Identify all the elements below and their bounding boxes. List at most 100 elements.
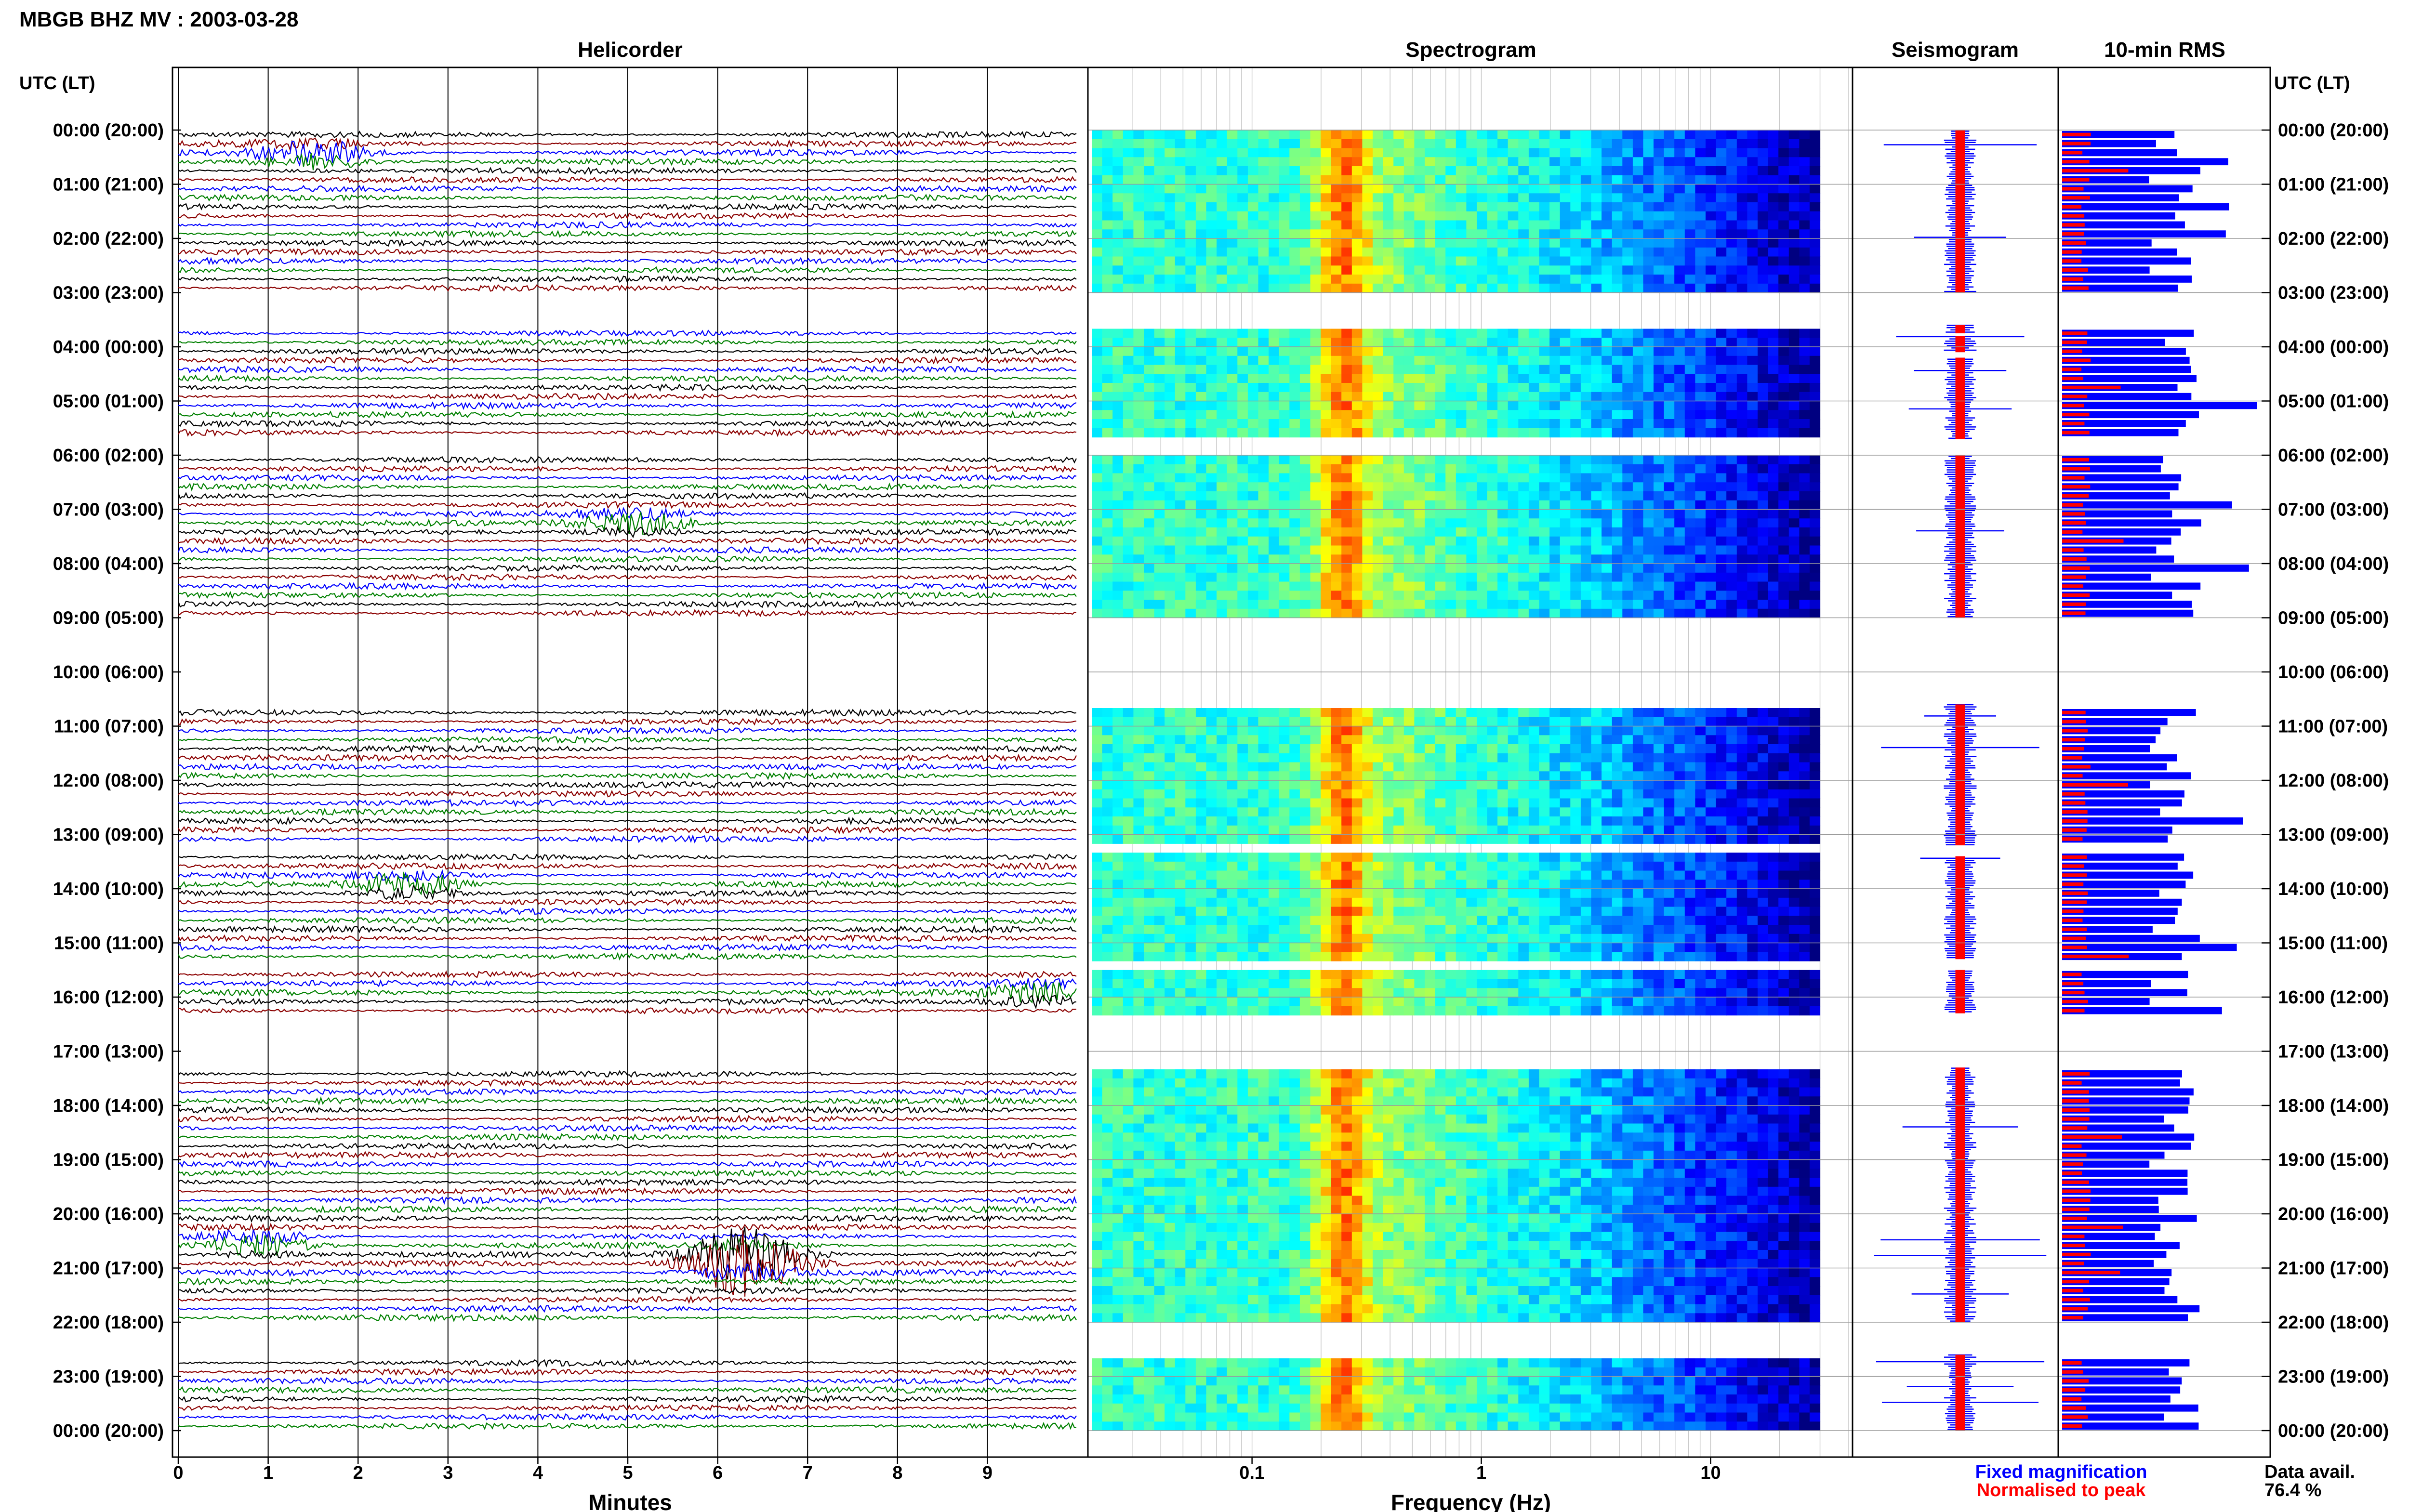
spectrogram-cell <box>1165 527 1176 537</box>
spectrogram-cell <box>1684 329 1695 338</box>
spectrogram-cell <box>1175 554 1186 564</box>
spectrogram-cell <box>1310 798 1321 808</box>
spectrogram-cell <box>1403 238 1415 248</box>
spectrogram-cell <box>1321 500 1332 510</box>
spectrogram-cell <box>1373 410 1384 420</box>
spectrogram-cell <box>1237 726 1248 736</box>
spectrogram-cell <box>1123 166 1134 176</box>
spectrogram-cell <box>1747 383 1758 393</box>
spectrogram-cell <box>1726 482 1737 492</box>
spectrogram-cell <box>1206 816 1217 826</box>
spectrogram-cell <box>1497 491 1509 501</box>
spectrogram-cell <box>1279 500 1290 510</box>
spectrogram-cell <box>1175 744 1186 754</box>
spectrogram-cell <box>1560 608 1571 618</box>
spectrogram-cell <box>1185 256 1196 266</box>
spectrogram-cell <box>1768 518 1779 528</box>
spectrogram-cell <box>1435 419 1446 429</box>
spectrogram-cell <box>1758 708 1769 718</box>
spectrogram-cell <box>1227 816 1238 826</box>
spectrogram-cell <box>1456 256 1467 266</box>
helicorder-trace <box>178 473 1077 482</box>
spectrogram-cell <box>1570 365 1581 374</box>
spectrogram-cell <box>1195 157 1207 167</box>
spectrogram-cell <box>1632 536 1644 546</box>
spectrogram-cell <box>1716 383 1727 393</box>
spectrogram-cell <box>1144 771 1155 781</box>
spectrogram-cell <box>1206 265 1217 275</box>
spectrogram-cell <box>1247 383 1259 393</box>
spectrogram-cell <box>1165 500 1176 510</box>
spectrogram-cell <box>1362 789 1373 799</box>
spectrogram-cell <box>1133 600 1144 609</box>
spectrogram-cell <box>1674 518 1685 528</box>
spectrogram-cell <box>1227 889 1238 898</box>
spectrogram-cell <box>1414 428 1425 438</box>
spectrogram-cell <box>1195 735 1207 745</box>
spectrogram-cell <box>1362 735 1373 745</box>
spectrogram-cell <box>1591 527 1602 537</box>
spectrogram-cell <box>1310 139 1321 149</box>
spectrogram-cell <box>1383 428 1394 438</box>
spectrogram-cell <box>1321 473 1332 483</box>
spectrogram-cell <box>1373 536 1384 546</box>
spectrogram-cell <box>1435 383 1446 393</box>
spectrogram-cell <box>1788 825 1800 835</box>
spectrogram-cell <box>1643 455 1654 465</box>
spectrogram-cell <box>1383 175 1394 185</box>
spectrogram-cell <box>1622 726 1633 736</box>
spectrogram-cell <box>1456 265 1467 275</box>
spectrogram-cell <box>1549 193 1561 203</box>
spectrogram-cell <box>1362 464 1373 474</box>
spectrogram-cell <box>1487 491 1498 501</box>
spectrogram-cell <box>1778 392 1789 402</box>
spectrogram-cell <box>1289 220 1300 230</box>
spectrogram-cell <box>1695 536 1706 546</box>
spectrogram-cell <box>1539 527 1550 537</box>
spectrogram-cell <box>1716 897 1727 907</box>
spectrogram-cell <box>1237 392 1248 402</box>
spectrogram-cell <box>1799 545 1810 555</box>
spectrogram-cell <box>1809 392 1821 402</box>
spectrogram-cell <box>1341 338 1352 347</box>
spectrogram-cell <box>1123 229 1134 239</box>
spectrogram-cell <box>1206 184 1217 194</box>
spectrogram-cell <box>1247 735 1259 745</box>
spectrogram-cell <box>1622 554 1633 564</box>
spectrogram-cell <box>1528 338 1540 347</box>
spectrogram-cell <box>1247 419 1259 429</box>
spectrogram-cell <box>1518 789 1529 799</box>
spectrogram-cell <box>1351 347 1363 356</box>
spectrogram-cell <box>1612 564 1623 573</box>
spectrogram-cell <box>1112 275 1124 284</box>
spectrogram-cell <box>1403 166 1415 176</box>
spectrogram-cell <box>1747 283 1758 293</box>
spectrogram-cell <box>1289 789 1300 799</box>
spectrogram-cell <box>1778 500 1789 510</box>
spectrogram-cell <box>1477 816 1488 826</box>
spectrogram-cell <box>1112 329 1124 338</box>
spectrogram-cell <box>1695 238 1706 248</box>
spectrogram-cell <box>1466 455 1477 465</box>
spectrogram-cell <box>1206 753 1217 763</box>
spectrogram-cell <box>1477 166 1488 176</box>
spectrogram-cell <box>1445 591 1456 600</box>
spectrogram-cell <box>1445 347 1456 356</box>
spectrogram-cell <box>1373 256 1384 266</box>
spectrogram-cell <box>1185 347 1196 356</box>
spectrogram-cell <box>1799 148 1810 158</box>
spectrogram-cell <box>1112 283 1124 293</box>
spectrogram-cell <box>1279 581 1290 591</box>
spectrogram-cell <box>1258 157 1269 167</box>
spectrogram-cell <box>1227 202 1238 212</box>
spectrogram-cell <box>1497 753 1509 763</box>
spectrogram-cell <box>1809 581 1821 591</box>
spectrogram-cell <box>1133 238 1144 248</box>
spectrogram-cell <box>1643 283 1654 293</box>
spectrogram-cell <box>1195 536 1207 546</box>
spectrogram-cell <box>1373 762 1384 772</box>
spectrogram-cell <box>1528 355 1540 366</box>
helicorder-trace <box>178 763 1077 771</box>
spectrogram-cell <box>1560 202 1571 212</box>
spectrogram-cell <box>1497 455 1509 465</box>
